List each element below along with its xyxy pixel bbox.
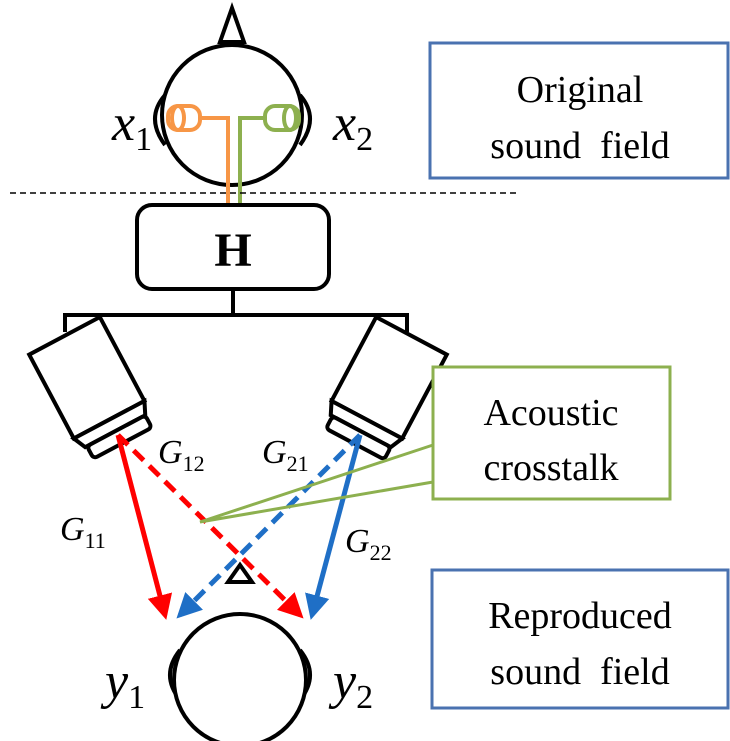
label-part: 21: [287, 451, 309, 476]
label-part: G: [262, 434, 287, 471]
box-text: sound field: [490, 651, 669, 693]
box-text: Reproduced: [488, 595, 672, 637]
diagram: H Original sound field Acoustic crosstal…: [0, 0, 730, 741]
label-part: y: [100, 653, 129, 710]
label-part: 1: [135, 121, 152, 158]
input-label: x2: [332, 95, 373, 158]
box-text: Original: [517, 69, 644, 111]
path-label: G22: [345, 523, 392, 565]
callout: [200, 445, 433, 522]
label-part: 22: [370, 540, 392, 565]
label-part: 2: [356, 679, 373, 716]
box-text: crosstalk: [483, 447, 618, 489]
listener-head-bottom: [170, 565, 310, 741]
path-label: G11: [60, 511, 106, 553]
box-text: Acoustic: [483, 392, 618, 434]
speaker-right: [319, 317, 447, 462]
path-label: G12: [158, 434, 205, 476]
speaker-left: [29, 317, 157, 462]
label-part: 2: [356, 121, 373, 158]
box-text: sound field: [490, 125, 669, 167]
listener-head-top: [155, 8, 310, 185]
label-part: y: [328, 653, 357, 710]
label-part: x: [111, 95, 135, 152]
input-label: x1: [111, 95, 152, 158]
label-part: 12: [183, 451, 205, 476]
label-part: 1: [128, 679, 145, 716]
wiring: [65, 315, 407, 332]
filter-label: H: [214, 224, 251, 277]
path-label: G21: [262, 434, 309, 476]
output-label: y2: [328, 653, 373, 716]
label-part: x: [332, 95, 356, 152]
label-part: 11: [85, 528, 106, 553]
label-part: G: [345, 523, 370, 560]
output-label: y1: [100, 653, 145, 716]
label-part: G: [158, 434, 183, 471]
label-part: G: [60, 511, 85, 548]
